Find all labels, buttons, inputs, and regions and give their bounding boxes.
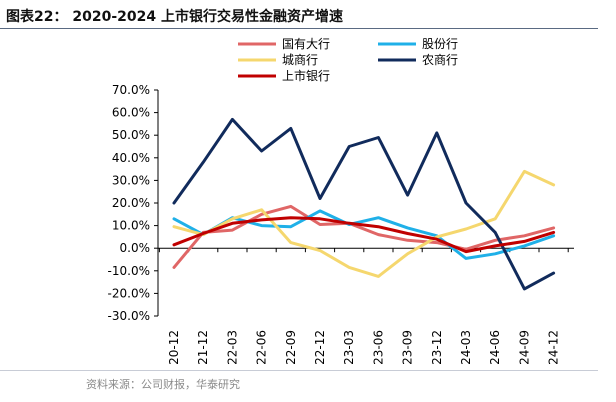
legend-label: 国有大行: [282, 37, 330, 51]
source-note: 资料来源：公司财报，华泰研究: [86, 378, 240, 391]
series-line-4: [172, 216, 556, 254]
x-tick-label: 24-12: [547, 330, 561, 365]
chart-title: 图表22： 2020-2024 上市银行交易性金融资产增速: [6, 9, 343, 25]
series-line-0: [172, 204, 556, 269]
y-tick-label: 70.0%: [112, 83, 150, 97]
legend-label: 股份行: [422, 37, 458, 51]
x-tick-label: 23-06: [371, 330, 385, 365]
y-axis: 70.0% 60.0% 50.0% 40.0% 30.0% 20.0% 10.0% 0.0% -…: [108, 83, 159, 323]
legend-label: 上市银行: [282, 68, 330, 83]
series-group: [172, 117, 556, 291]
y-tick-label: 30.0%: [112, 173, 150, 187]
y-tick-label: -30.0%: [108, 309, 150, 323]
title-divider: [0, 28, 598, 29]
x-tick-label: 22-09: [284, 330, 298, 365]
y-tick-label: 10.0%: [112, 219, 150, 233]
x-tick-label: 23-03: [342, 330, 356, 365]
x-tick-label: 22-12: [313, 330, 327, 365]
footer-divider: [0, 370, 598, 371]
x-tick-label: 24-09: [517, 330, 531, 365]
series-line-3: [172, 117, 556, 291]
x-tick-label: 20-12: [167, 330, 181, 365]
x-tick-label: 23-12: [430, 330, 444, 365]
x-tick-label: 23-09: [401, 330, 415, 365]
x-tick-label: 24-03: [459, 330, 473, 365]
series-line-2: [172, 169, 556, 278]
x-tick-label: 22-03: [225, 330, 239, 365]
series-line-1: [172, 209, 556, 260]
y-tick-label: 40.0%: [112, 151, 150, 165]
legend-label: 城商行: [282, 52, 318, 67]
legend-label: 农商行: [422, 52, 458, 67]
y-tick-label: 0.0%: [120, 241, 151, 255]
y-tick-label: -20.0%: [108, 286, 150, 300]
x-tick-label: 24-06: [488, 330, 502, 365]
y-tick-label: 60.0%: [112, 106, 150, 120]
y-tick-label: 50.0%: [112, 128, 150, 142]
y-tick-label: 20.0%: [112, 196, 150, 210]
y-tick-label: -10.0%: [108, 264, 150, 278]
page-edge: [602, 0, 616, 402]
x-axis: 20-12 21-12 22-03 22-06 22-09 22-12 23-03 23-06…: [158, 247, 574, 365]
x-tick-label: 21-12: [196, 330, 210, 365]
x-tick-label: 22-06: [255, 330, 269, 365]
